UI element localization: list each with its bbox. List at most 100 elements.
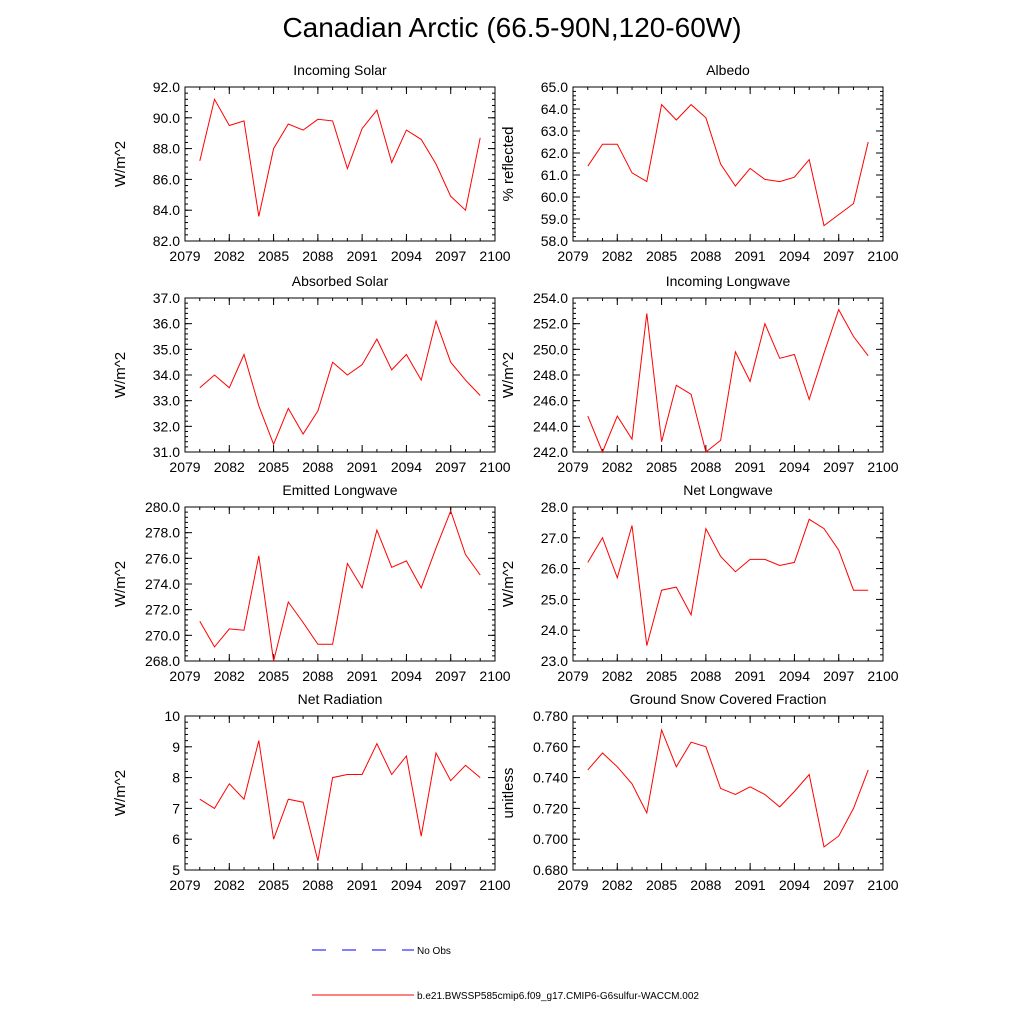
- y-tick-label: 23.0: [541, 653, 568, 669]
- x-tick-label: 2079: [169, 877, 200, 893]
- y-tick-label: 86.0: [153, 171, 180, 187]
- x-tick-label: 2085: [646, 668, 677, 684]
- chart-panel: 2079 2082 2085 2088 2091 2094 2097 2100 0.680 0.7…: [500, 691, 899, 893]
- x-tick-label: 2097: [823, 459, 854, 475]
- plot-frame: [184, 715, 496, 871]
- series-line: [587, 308, 869, 454]
- chart-panel: 2079 2082 2085 2088 2091 2094 2097 2100 82.0 84.0…: [112, 62, 511, 264]
- y-tick-label: 0.700: [533, 831, 568, 847]
- y-tick-label: 0.760: [533, 739, 568, 755]
- x-tick-label: 2082: [214, 459, 245, 475]
- series-line: [199, 319, 481, 446]
- y-tick-label: 274.0: [145, 576, 180, 592]
- x-tick-label: 2079: [557, 459, 588, 475]
- x-tick-label: 2091: [735, 877, 766, 893]
- y-tick-label: 61.0: [541, 167, 568, 183]
- y-tick-label: 34.0: [153, 367, 180, 383]
- x-tick-label: 2088: [302, 248, 333, 264]
- chart-panel: 2079 2082 2085 2088 2091 2094 2097 2100 58.0 59.0…: [500, 62, 899, 264]
- x-tick-label: 2088: [690, 668, 721, 684]
- panel-title: Ground Snow Covered Fraction: [630, 691, 827, 707]
- y-tick-label: 88.0: [153, 141, 180, 157]
- x-tick-label: 2079: [169, 668, 200, 684]
- y-tick-label: 58.0: [541, 233, 568, 249]
- x-tick-label: 2082: [602, 877, 633, 893]
- y-tick-label: 7: [172, 800, 180, 816]
- y-tick-label: 92.0: [153, 79, 180, 95]
- y-tick-label: 60.0: [541, 189, 568, 205]
- x-tick-label: 2091: [735, 668, 766, 684]
- x-tick-label: 2097: [435, 459, 466, 475]
- series-line: [587, 518, 869, 646]
- x-tick-label: 2088: [690, 248, 721, 264]
- x-tick-label: 2097: [823, 668, 854, 684]
- chart-panel: 2079 2082 2085 2088 2091 2094 2097 2100 242.0 244…: [500, 273, 899, 475]
- x-tick-label: 2082: [602, 248, 633, 264]
- x-tick-label: 2082: [214, 877, 245, 893]
- y-axis-label: W/m^2: [500, 561, 517, 607]
- y-axis-label: W/m^2: [112, 770, 129, 816]
- plot-frame: [184, 297, 496, 453]
- y-tick-label: 90.0: [153, 110, 180, 126]
- y-tick-label: 280.0: [145, 499, 180, 515]
- x-tick-label: 2097: [435, 248, 466, 264]
- x-tick-label: 2097: [823, 248, 854, 264]
- y-tick-label: 82.0: [153, 233, 180, 249]
- x-tick-label: 2097: [823, 877, 854, 893]
- plot-frame: [572, 715, 884, 871]
- y-tick-label: 59.0: [541, 211, 568, 227]
- x-tick-label: 2094: [779, 877, 810, 893]
- panel-title: Albedo: [706, 62, 750, 78]
- y-axis-label: unitless: [500, 768, 517, 819]
- x-tick-label: 2094: [391, 668, 422, 684]
- x-tick-label: 2094: [391, 877, 422, 893]
- x-tick-label: 2100: [867, 877, 898, 893]
- y-tick-label: 24.0: [541, 622, 568, 638]
- plot-frame: [184, 86, 496, 242]
- y-tick-label: 25.0: [541, 591, 568, 607]
- x-tick-label: 2100: [479, 877, 510, 893]
- y-tick-label: 28.0: [541, 499, 568, 515]
- x-tick-label: 2100: [479, 668, 510, 684]
- y-tick-label: 244.0: [533, 418, 568, 434]
- y-axis-label: W/m^2: [112, 141, 129, 187]
- x-tick-label: 2079: [169, 459, 200, 475]
- y-tick-label: 64.0: [541, 101, 568, 117]
- y-tick-label: 242.0: [533, 444, 568, 460]
- panel-title: Emitted Longwave: [282, 482, 397, 498]
- x-tick-label: 2085: [646, 248, 677, 264]
- x-tick-label: 2094: [779, 248, 810, 264]
- x-tick-label: 2079: [557, 248, 588, 264]
- panel-title: Net Longwave: [683, 482, 773, 498]
- y-axis-label: % reflected: [500, 126, 517, 201]
- x-tick-label: 2079: [557, 877, 588, 893]
- x-tick-label: 2091: [347, 877, 378, 893]
- x-tick-label: 2100: [867, 459, 898, 475]
- series-line: [199, 509, 481, 662]
- x-tick-label: 2085: [646, 877, 677, 893]
- x-tick-label: 2082: [214, 668, 245, 684]
- x-tick-label: 2091: [347, 668, 378, 684]
- y-tick-label: 276.0: [145, 550, 180, 566]
- x-tick-label: 2085: [646, 459, 677, 475]
- series-line: [587, 728, 869, 848]
- x-tick-label: 2082: [602, 668, 633, 684]
- y-tick-label: 9: [172, 739, 180, 755]
- x-tick-label: 2088: [302, 877, 333, 893]
- x-tick-label: 2100: [479, 248, 510, 264]
- x-tick-label: 2082: [602, 459, 633, 475]
- y-tick-label: 248.0: [533, 367, 568, 383]
- panel-title: Net Radiation: [298, 691, 383, 707]
- series-line: [199, 97, 481, 217]
- series-line: [199, 740, 481, 861]
- y-tick-label: 0.680: [533, 862, 568, 878]
- y-tick-label: 36.0: [153, 316, 180, 332]
- y-axis-label: W/m^2: [112, 561, 129, 607]
- x-tick-label: 2091: [735, 459, 766, 475]
- x-tick-label: 2085: [258, 248, 289, 264]
- x-tick-label: 2097: [435, 877, 466, 893]
- y-tick-label: 31.0: [153, 444, 180, 460]
- plot-frame: [572, 86, 884, 242]
- x-tick-label: 2088: [302, 668, 333, 684]
- chart-panel: 2079 2082 2085 2088 2091 2094 2097 2100 31.0 32.0…: [112, 273, 511, 475]
